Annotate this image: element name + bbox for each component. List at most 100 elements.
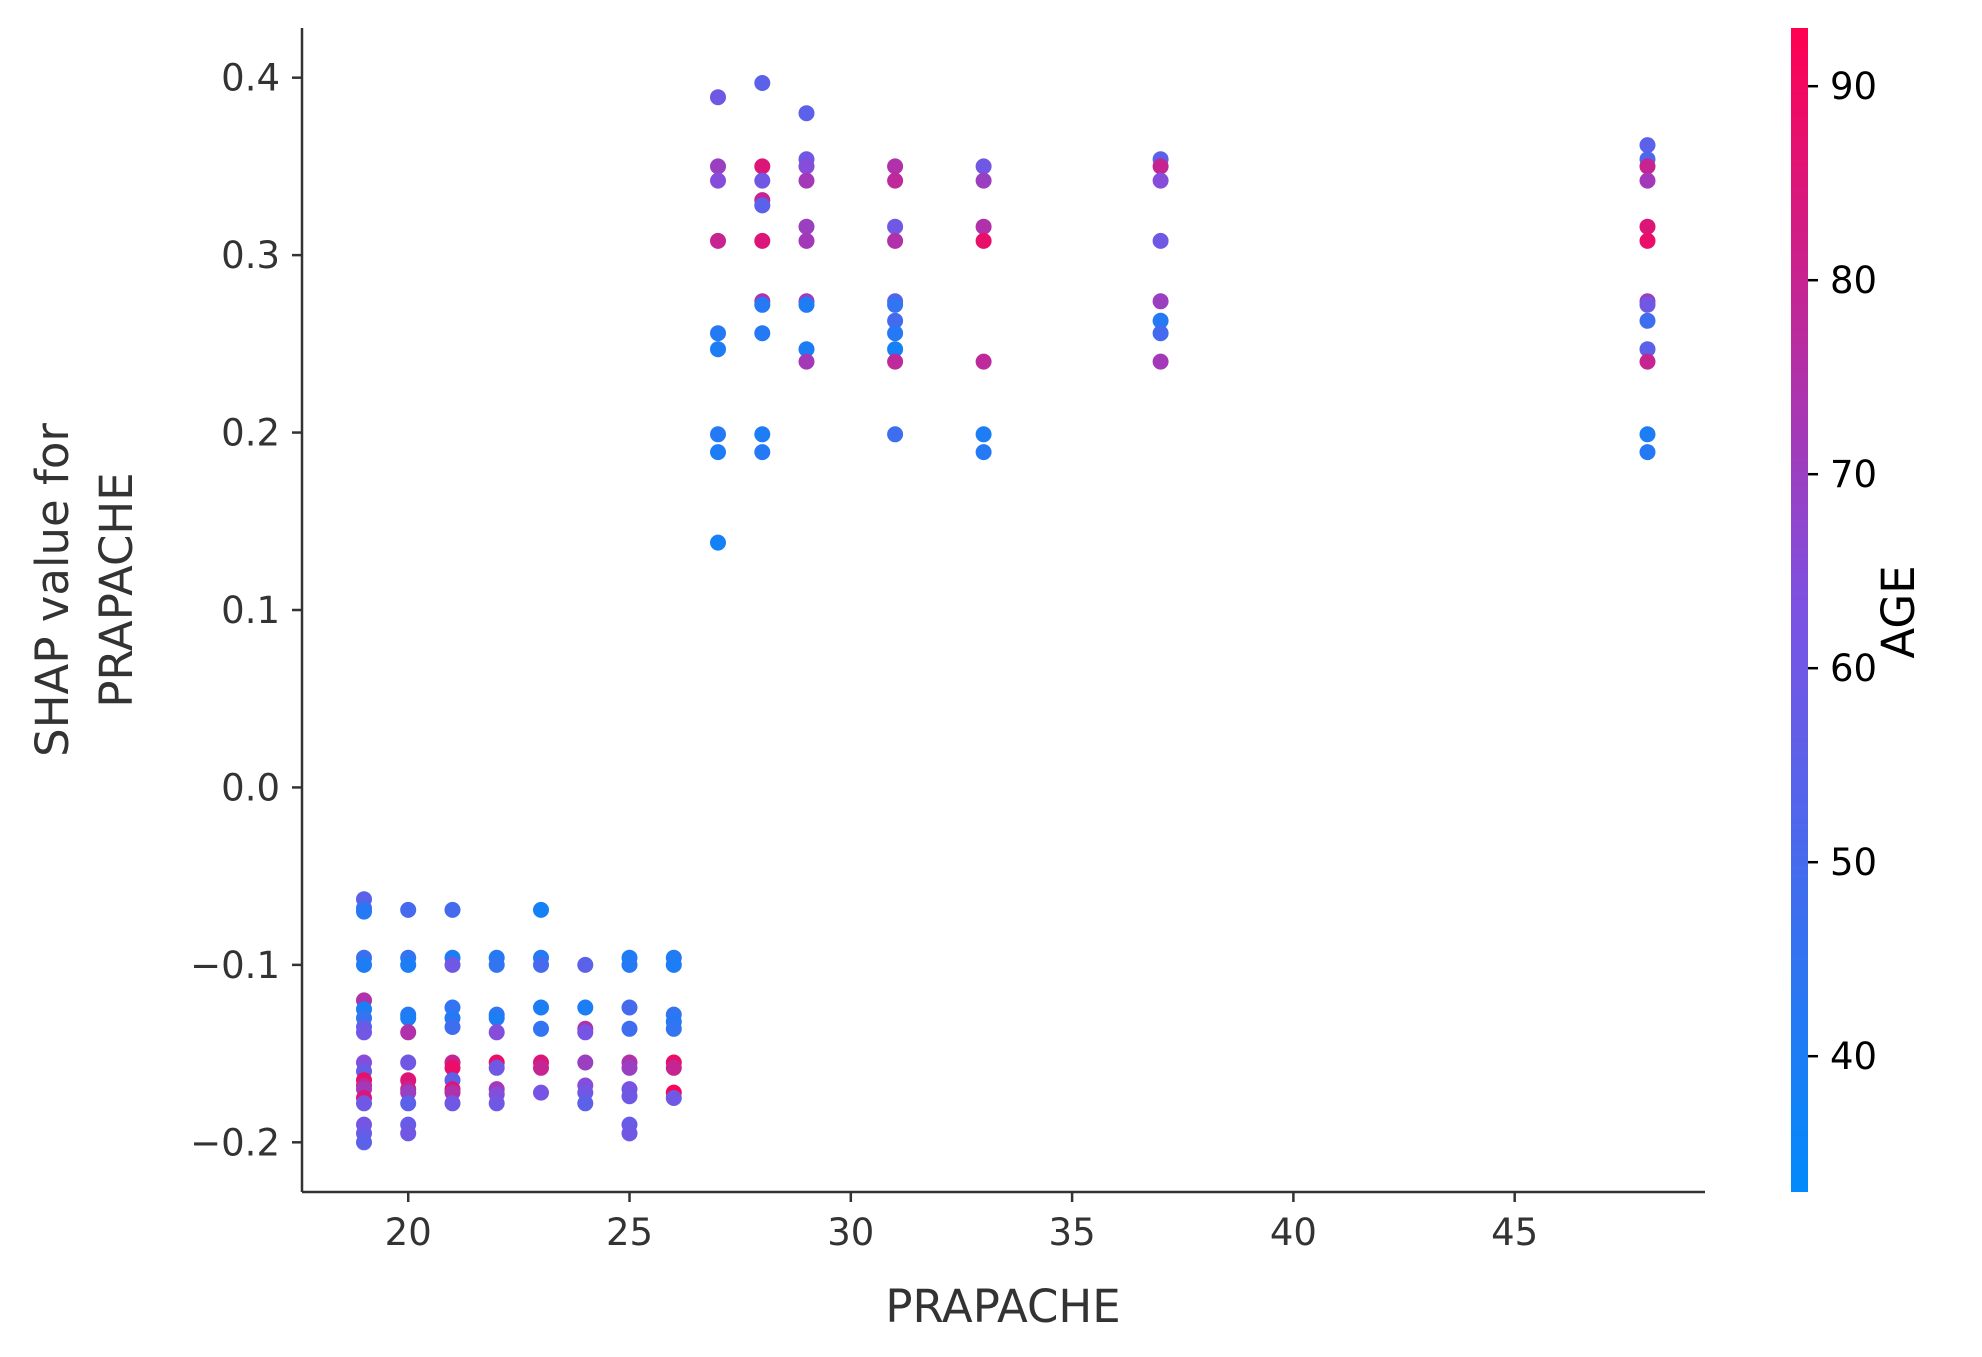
data-point — [621, 1020, 638, 1037]
data-point — [798, 353, 815, 370]
data-point — [754, 158, 771, 175]
y-tick-label: −0.1 — [190, 944, 280, 987]
data-point — [400, 1024, 417, 1041]
data-point — [975, 172, 992, 189]
x-tick-label: 35 — [1049, 1211, 1096, 1254]
data-point — [665, 1059, 682, 1076]
data-point — [1152, 312, 1169, 329]
data-point — [975, 444, 992, 461]
data-point — [710, 341, 726, 358]
data-point — [1639, 158, 1656, 175]
colorbar-tick-label: 60 — [1830, 647, 1877, 690]
data-point — [710, 426, 726, 443]
data-point — [1152, 325, 1169, 342]
y-tick-label: 0.1 — [221, 589, 280, 632]
data-point — [400, 1125, 417, 1142]
data-point — [533, 1084, 549, 1101]
data-point — [400, 1054, 417, 1071]
x-axis: 20 25 30 35 40 45 — [385, 1192, 1538, 1254]
data-point — [887, 341, 904, 358]
x-tick-label: 20 — [385, 1211, 432, 1254]
y-axis-title-line-1: SHAP value for — [26, 423, 79, 757]
data-point — [1639, 353, 1656, 370]
y-tick-label: 0.0 — [221, 766, 280, 809]
data-point — [444, 1095, 461, 1112]
data-point — [710, 325, 726, 342]
data-point — [665, 1090, 682, 1106]
data-point — [665, 1020, 682, 1037]
data-point — [1152, 293, 1169, 310]
x-tick-label: 30 — [827, 1211, 874, 1254]
data-point — [488, 956, 505, 973]
data-point — [975, 158, 992, 175]
data-point — [1152, 232, 1169, 249]
data-point — [488, 1059, 505, 1076]
colorbar-tick-label: 70 — [1830, 453, 1877, 496]
colorbar-tick-label: 90 — [1830, 65, 1877, 108]
data-point — [356, 903, 372, 920]
data-point — [444, 1019, 461, 1035]
data-point — [533, 999, 549, 1016]
colorbar-tick-label: 40 — [1830, 1035, 1877, 1078]
data-point — [444, 901, 461, 918]
data-point — [444, 956, 461, 973]
data-point — [798, 218, 815, 235]
x-axis-title: PRAPACHE — [885, 1280, 1120, 1333]
data-point — [887, 232, 904, 249]
data-point — [710, 534, 726, 551]
data-point — [710, 232, 726, 249]
data-point — [621, 1088, 638, 1105]
data-point — [710, 444, 726, 461]
data-point — [356, 1095, 372, 1112]
data-point — [1639, 296, 1656, 313]
data-point — [577, 999, 594, 1016]
y-tick-label: 0.3 — [221, 234, 280, 277]
data-point — [798, 341, 815, 358]
data-point — [887, 325, 904, 342]
data-point — [665, 956, 682, 973]
x-tick-label: 25 — [606, 1211, 653, 1254]
data-point — [400, 1010, 417, 1027]
y-axis-title-line-2: PRAPACHE — [90, 472, 143, 707]
data-point — [1639, 172, 1656, 189]
data-point — [356, 1134, 372, 1151]
colorbar-ticks: 40 50 60 70 80 90 — [1808, 65, 1877, 1078]
data-point — [1639, 444, 1656, 461]
data-point — [1639, 137, 1656, 154]
data-point — [887, 172, 904, 189]
colorbar: 40 50 60 70 80 90 AGE — [1791, 28, 1925, 1192]
data-point — [488, 1010, 505, 1027]
y-tick-label: −0.2 — [190, 1121, 280, 1164]
data-point — [533, 1020, 549, 1037]
x-tick-label: 45 — [1491, 1211, 1538, 1254]
data-point — [754, 172, 771, 189]
scatter-points — [356, 75, 1656, 1151]
data-point — [1639, 426, 1656, 443]
data-point — [754, 426, 771, 443]
data-point — [975, 218, 992, 235]
data-point — [887, 426, 904, 443]
data-point — [621, 999, 638, 1016]
data-point — [621, 956, 638, 973]
y-tick-label: 0.4 — [221, 57, 280, 100]
data-point — [710, 158, 726, 175]
data-point — [1639, 341, 1656, 358]
data-point — [1152, 172, 1169, 189]
data-point — [798, 296, 815, 313]
data-point — [533, 901, 549, 918]
data-point — [400, 956, 417, 973]
data-point — [754, 197, 771, 214]
plot-spines — [300, 28, 1705, 1194]
data-point — [887, 312, 904, 329]
data-point — [621, 1125, 638, 1142]
data-point — [1639, 232, 1656, 249]
data-point — [488, 1095, 505, 1112]
data-point — [577, 1054, 594, 1071]
data-point — [533, 956, 549, 973]
data-point — [887, 158, 904, 175]
colorbar-tick-label: 50 — [1830, 841, 1877, 884]
data-point — [1152, 158, 1169, 175]
data-point — [356, 956, 372, 973]
